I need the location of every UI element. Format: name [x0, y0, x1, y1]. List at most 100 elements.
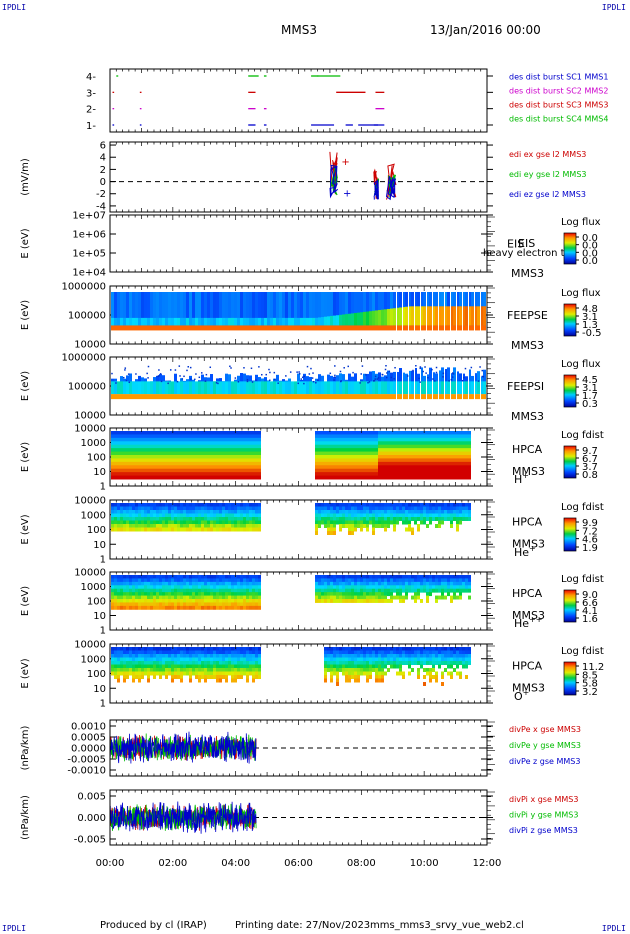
spectro-cell — [381, 475, 384, 480]
spectro-cell — [150, 520, 153, 525]
spectro-cell — [129, 441, 132, 446]
spectro-cell — [297, 381, 300, 395]
spectro-cell — [414, 306, 417, 326]
spectro-cell — [243, 461, 246, 466]
spectro-cell — [390, 472, 393, 477]
spectro-cell — [438, 517, 441, 521]
spectro-cell — [189, 527, 192, 532]
spectro-cell — [357, 517, 360, 521]
spectro-cell — [180, 468, 183, 473]
spectro-cell — [366, 455, 369, 459]
spectro-cell — [144, 575, 147, 579]
spectro-cell — [336, 595, 339, 600]
spectro-cell — [327, 437, 330, 442]
spectro-cell — [180, 381, 183, 395]
spectro-cell — [411, 431, 414, 435]
spectro-cell — [141, 325, 144, 331]
spectro-cell — [294, 317, 297, 326]
data-gap — [456, 288, 457, 342]
spectro-cell — [405, 381, 408, 395]
spectro-cell — [117, 475, 120, 480]
spectro-cell — [327, 575, 330, 579]
spectro-cell — [369, 455, 372, 459]
spectro-cell — [210, 444, 213, 449]
spectro-cell — [189, 506, 192, 511]
spectro-cell — [252, 581, 255, 586]
spectro-cell — [123, 524, 126, 528]
spectro-cell — [315, 513, 318, 518]
spectro-cell — [453, 437, 456, 442]
spectro-cell — [348, 451, 351, 456]
spectro-cell — [135, 458, 138, 463]
spectro-cell — [222, 527, 225, 532]
spectro-cell — [165, 394, 168, 400]
spectro-cell — [366, 441, 369, 446]
spectro-cell — [462, 475, 465, 480]
spectro-cell — [195, 292, 198, 326]
spectro-cell — [192, 510, 195, 514]
spectro-cell — [366, 595, 369, 600]
spectro-cell — [408, 448, 411, 453]
spectro-cell — [249, 444, 252, 449]
spectro-cell — [354, 510, 357, 514]
spectro-cell — [336, 394, 339, 400]
spectro-cell — [216, 394, 219, 400]
spectro-speckle — [415, 365, 417, 367]
spectro-cell — [120, 510, 123, 514]
spectro-cell — [354, 292, 357, 326]
spectro-cell — [123, 527, 126, 532]
spectro-cell — [420, 451, 423, 456]
spectro-cell — [168, 592, 171, 597]
spectro-cell — [234, 472, 237, 477]
spectro-cell — [378, 520, 381, 525]
spectro-cell — [120, 575, 123, 579]
spectro-cell — [348, 441, 351, 446]
spectro-cell — [201, 448, 204, 453]
spectro-cell — [135, 585, 138, 590]
spectro-cell — [204, 444, 207, 449]
spectro-cell — [207, 592, 210, 597]
spectro-cell — [144, 513, 147, 518]
spectro-cell — [177, 444, 180, 449]
spectro-cell — [162, 513, 165, 518]
spectro-cell — [333, 431, 336, 435]
spectro-cell — [123, 461, 126, 466]
spectro-cell — [117, 472, 120, 477]
spectro-cell — [192, 605, 195, 610]
spectro-cell — [192, 461, 195, 466]
spectro-cell — [153, 431, 156, 435]
spectro-cell — [126, 585, 129, 590]
spectro-cell — [411, 381, 414, 395]
spectro-cell — [216, 292, 219, 326]
spectro-cell — [324, 316, 327, 326]
spectro-cell — [339, 578, 342, 583]
spectro-cell — [144, 581, 147, 586]
spectro-cell — [471, 381, 474, 395]
spectro-cell — [252, 431, 255, 435]
spectro-cell — [240, 468, 243, 473]
spectro-cell — [438, 503, 441, 507]
spectro-cell — [327, 381, 330, 395]
spectro-cell — [183, 458, 186, 463]
spectro-cell — [375, 451, 378, 456]
spectro-cell — [366, 472, 369, 477]
spectro-cell — [408, 437, 411, 442]
spectro-cell — [180, 599, 183, 603]
data-gap — [444, 359, 445, 413]
spectro-cell — [342, 441, 345, 446]
spectro-cell — [438, 444, 441, 449]
spectro-cell — [204, 588, 207, 593]
spectro-cell — [150, 475, 153, 480]
spectro-cell — [483, 325, 486, 331]
spectro-cell — [216, 588, 219, 593]
spectro-cell — [159, 520, 162, 525]
spectro-cell — [258, 437, 261, 442]
spectro-cell — [357, 458, 360, 463]
spectro-cell — [420, 461, 423, 466]
spectro-cell — [126, 520, 129, 525]
spectro-cell — [129, 585, 132, 590]
spectro-cell — [327, 503, 330, 507]
spectro-cell — [189, 517, 192, 521]
spectro-cell — [249, 455, 252, 459]
spectro-cell — [255, 325, 258, 331]
